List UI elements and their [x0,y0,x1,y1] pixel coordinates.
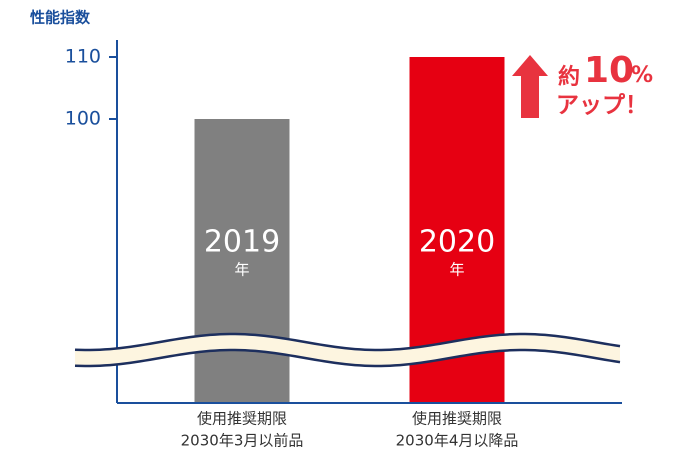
bar-label-year: 2019 [204,225,280,260]
annotation-suffix: アップ！ [556,93,648,119]
arrow-icon [512,55,548,118]
x-tick-label: 使用推奨期限 [412,410,502,428]
x-tick-label: 2030年4月以降品 [396,432,519,450]
axis-break [75,334,620,366]
bar-label-unit: 年 [234,261,249,279]
annotation-number: 10 [584,50,634,91]
axis-break-edge [74,332,621,352]
x-tick-label: 2030年3月以前品 [181,432,304,450]
y-tick-label: 110 [65,46,101,68]
axis-break-edge [74,348,621,368]
bar-label-year: 2020 [419,225,495,260]
bar-label-unit: 年 [449,261,464,279]
annotation-unit: % [631,63,653,88]
annotation-prefix: 約 [558,64,580,90]
bar [194,119,290,403]
y-tick-label: 100 [65,108,101,130]
x-tick-label: 使用推奨期限 [197,410,287,428]
y-axis-title: 性能指数 [30,9,91,27]
